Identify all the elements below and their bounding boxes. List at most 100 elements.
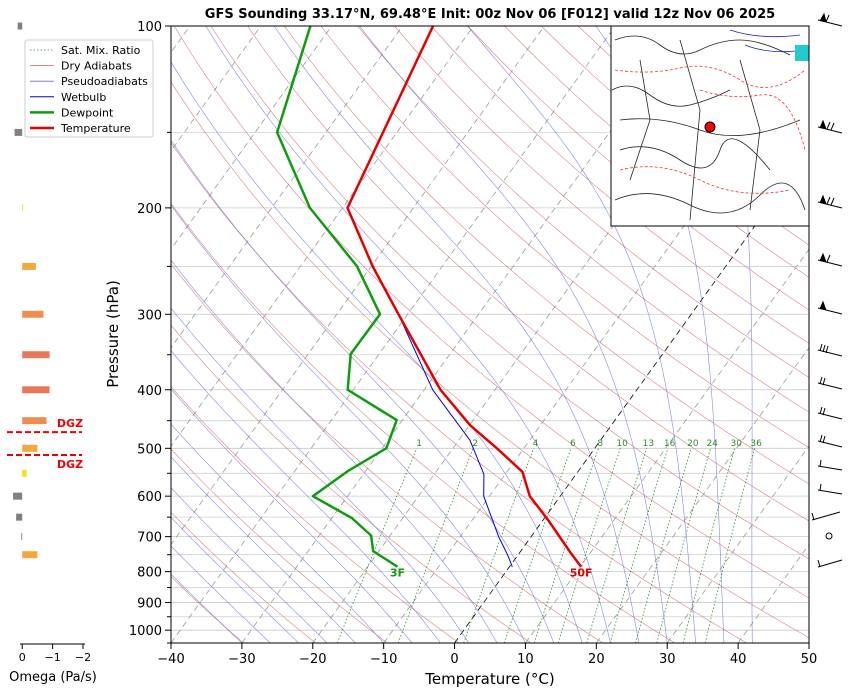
pseudoadiabat: [171, 307, 469, 643]
dry-adiabat: [394, 26, 809, 378]
x-tick-label: 10: [517, 652, 534, 667]
isotherm: [171, 26, 403, 349]
mixing-ratio-label: 30: [731, 439, 743, 449]
x-tick-label: −40: [157, 652, 184, 667]
mixing-ratio-label: 6: [570, 439, 576, 449]
dry-adiabat: [320, 26, 809, 448]
omega-tick-label: −2: [75, 651, 91, 664]
omega-bar: [22, 386, 50, 394]
mixing-ratio-label: 20: [687, 439, 699, 449]
dry-adiabat: [210, 26, 809, 560]
mixing-ratio-line: [557, 448, 621, 643]
y-tick-label: 200: [137, 202, 162, 217]
pseudoadiabat: [273, 26, 640, 643]
legend-label: Sat. Mix. Ratio: [61, 44, 141, 57]
isotherm: [171, 26, 333, 250]
pseudoadiabat: [171, 204, 526, 643]
mixing-ratio-label: 8: [597, 439, 603, 449]
dry-adiabat: [171, 386, 460, 643]
dry-adiabat: [357, 26, 809, 413]
x-tick-label: 0: [450, 652, 458, 667]
pseudoadiabat: [205, 26, 611, 643]
mixing-ratio-line: [704, 448, 756, 643]
omega-bar: [22, 351, 50, 359]
y-tick-label: 700: [137, 531, 162, 546]
omega-bar: [21, 533, 23, 541]
y-tick-label: 400: [137, 384, 162, 399]
legend-label: Pseudoadiabats: [61, 75, 148, 88]
omega-bar: [17, 22, 23, 30]
dry-adiabat: [247, 26, 809, 522]
pseudoadiabat: [171, 423, 384, 643]
mixing-ratio-label: 16: [664, 439, 676, 449]
background-lines: 1 2 4 6 8 10 13 16 20 24 30 36: [171, 26, 809, 643]
y-tick-label: 300: [137, 308, 162, 323]
isotherm: [171, 26, 616, 643]
legend-label: Wetbulb: [61, 91, 106, 104]
isotherm: [171, 26, 474, 447]
mixing-ratio-line: [635, 448, 692, 643]
pseudoadiabat: [467, 26, 696, 643]
y-tick-label: 800: [137, 566, 162, 581]
pseudoadiabat: [171, 388, 413, 643]
mixing-ratio-line: [463, 448, 534, 643]
mixing-ratio-label: 24: [706, 439, 718, 449]
mixing-ratio-line: [397, 448, 474, 643]
isotherm: [525, 248, 809, 643]
surface-label: 50F: [570, 567, 593, 580]
mixing-ratio-label: 13: [643, 439, 654, 449]
isotherm: [171, 26, 262, 152]
mixing-ratio-line: [609, 448, 669, 643]
inset-map: [610, 25, 810, 227]
omega-axis-label: Omega (Pa/s): [9, 670, 97, 685]
pseudoadiabat: [713, 26, 753, 643]
x-tick-label: 50: [801, 652, 818, 667]
mixing-ratio-line: [586, 448, 647, 643]
omega-bar: [14, 128, 23, 136]
mixing-ratio-line: [504, 448, 572, 643]
x-axis-label: Temperature (°C): [424, 670, 554, 688]
dry-adiabat: [171, 448, 388, 643]
plot-frame: [170, 25, 810, 644]
mixing-ratio-label: 36: [750, 439, 762, 449]
pseudoadiabat: [171, 517, 299, 643]
dry-adiabat: [171, 263, 604, 643]
x-tick-label: −20: [299, 652, 326, 667]
pseudoadiabat: [171, 259, 498, 643]
dry-adiabat: [284, 26, 809, 485]
dgz-label: DGZ: [57, 458, 83, 471]
mixing-ratio-label: 2: [472, 439, 478, 449]
legend: Sat. Mix. Ratio Dry Adiabats Pseudoadiabat…: [24, 39, 154, 138]
x-tick-label: −30: [228, 652, 255, 667]
y-tick-label: 100: [137, 20, 162, 35]
y-tick-label: 500: [137, 442, 162, 457]
pseudoadiabat: [171, 350, 441, 643]
legend-label: Dry Adiabats: [61, 60, 132, 73]
omega-bar: [22, 469, 27, 477]
omega-bar: [22, 204, 24, 212]
omega-panel: 0 −1 −2 DGZ DGZ: [7, 22, 91, 664]
mixing-ratio-line: [682, 448, 736, 643]
pseudoadiabat: [595, 26, 725, 643]
mixing-ratio-label: 4: [533, 439, 539, 449]
x-tick-label: 30: [659, 652, 676, 667]
pseudoadiabat: [171, 456, 356, 643]
omega-bar: [22, 417, 47, 425]
pseudoadiabat: [171, 61, 583, 643]
y-tick-label: 600: [137, 490, 162, 505]
omega-bar: [22, 262, 36, 270]
pseudoadiabat: [171, 139, 555, 643]
chart-title: GFS Sounding 33.17°N, 69.48°E Init: 00z …: [205, 7, 775, 22]
profiles: [275, 26, 583, 568]
legend-label: Temperature: [60, 122, 131, 135]
dry-adiabat: [171, 576, 244, 643]
omega-tick-label: 0: [19, 651, 26, 664]
omega-bar: [22, 444, 38, 452]
omega-bar: [13, 492, 23, 500]
dry-adiabat: [467, 26, 809, 311]
dry-adiabat: [171, 81, 809, 639]
mixing-ratio-label: 1: [416, 439, 422, 449]
profile-line: [346, 26, 583, 568]
